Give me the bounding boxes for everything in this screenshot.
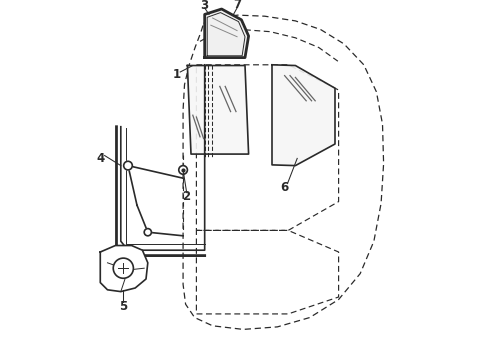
Text: 1: 1	[172, 68, 181, 81]
Circle shape	[179, 166, 187, 174]
Text: 3: 3	[200, 0, 209, 12]
Text: 2: 2	[183, 190, 191, 203]
Text: 7: 7	[233, 0, 241, 11]
Polygon shape	[187, 66, 248, 154]
Circle shape	[113, 258, 133, 278]
Polygon shape	[205, 9, 248, 58]
Polygon shape	[100, 246, 148, 292]
Circle shape	[144, 229, 151, 236]
Text: 4: 4	[96, 152, 104, 165]
Text: 6: 6	[280, 181, 288, 194]
Circle shape	[123, 161, 132, 170]
Text: 5: 5	[119, 300, 127, 313]
Polygon shape	[272, 65, 335, 166]
